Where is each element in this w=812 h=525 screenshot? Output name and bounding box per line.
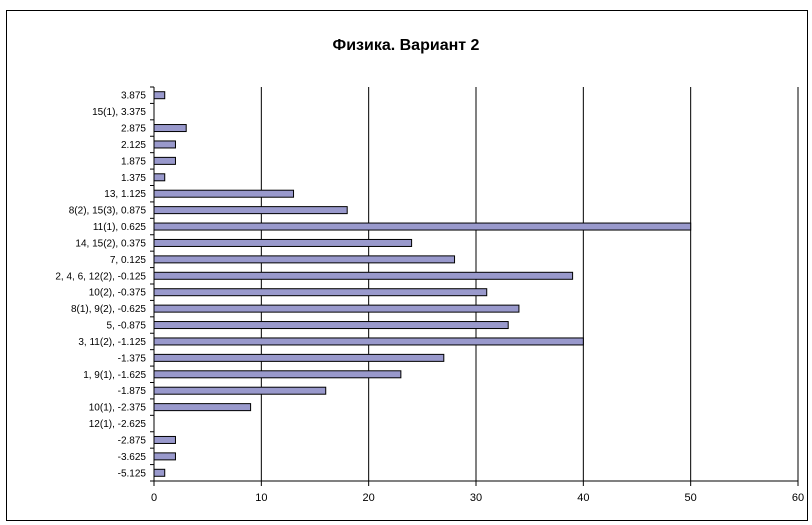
category-label: 1.375 bbox=[121, 173, 146, 184]
bar bbox=[153, 468, 166, 477]
category-label: 1.875 bbox=[121, 156, 146, 167]
category-label: 15(1), 3.375 bbox=[92, 107, 146, 118]
category-label: 10(1), -2.375 bbox=[89, 403, 147, 414]
bar bbox=[153, 386, 327, 395]
category-label: 2.125 bbox=[121, 140, 146, 151]
bar bbox=[153, 156, 176, 165]
category-label: 8(1), 9(2), -0.625 bbox=[71, 304, 146, 315]
x-tick-label: 40 bbox=[577, 492, 589, 504]
category-label: 2.875 bbox=[121, 124, 146, 135]
category-label: 3, 11(2), -1.125 bbox=[78, 337, 146, 348]
chart-title: Физика. Вариант 2 bbox=[332, 37, 480, 54]
category-label: 14, 15(2), 0.375 bbox=[75, 238, 146, 249]
category-label: -2.875 bbox=[118, 435, 147, 446]
bar bbox=[153, 206, 348, 215]
bar bbox=[153, 370, 402, 379]
bar bbox=[153, 189, 295, 198]
x-tick-label: 10 bbox=[255, 492, 267, 504]
category-label: -1.875 bbox=[118, 386, 147, 397]
x-tick-label: 50 bbox=[685, 492, 697, 504]
bar bbox=[153, 403, 252, 412]
category-label: 5, -0.875 bbox=[107, 321, 147, 332]
bar bbox=[153, 353, 445, 362]
category-label: 8(2), 15(3), 0.875 bbox=[69, 206, 147, 217]
bar bbox=[153, 255, 456, 264]
axes bbox=[150, 86, 799, 486]
x-tick-labels: 0 10 20 30 40 50 60 bbox=[151, 492, 804, 504]
bar bbox=[153, 288, 488, 297]
category-label: 3.875 bbox=[121, 91, 146, 102]
category-label: -3.625 bbox=[118, 452, 147, 463]
x-tick-label: 0 bbox=[151, 492, 157, 504]
bar bbox=[153, 304, 520, 313]
chart-area bbox=[6, 10, 808, 521]
bar bbox=[153, 321, 509, 330]
category-label: 7, 0.125 bbox=[110, 255, 147, 266]
bar bbox=[153, 452, 176, 461]
category-label: 2, 4, 6, 12(2), -0.125 bbox=[55, 271, 146, 282]
category-label: 10(2), -0.375 bbox=[89, 288, 147, 299]
bar bbox=[153, 124, 187, 133]
x-tick-label: 20 bbox=[363, 492, 375, 504]
bar bbox=[153, 238, 413, 247]
bar bbox=[153, 91, 166, 100]
bar bbox=[153, 337, 584, 346]
category-label: 12(1), -2.625 bbox=[89, 419, 147, 430]
category-label: -5.125 bbox=[118, 468, 147, 479]
bar bbox=[153, 140, 176, 149]
category-labels: 3.875 15(1), 3.375 2.875 2.125 1.875 1.375 13,… bbox=[55, 91, 146, 480]
bar bbox=[153, 222, 692, 231]
gridlines bbox=[260, 87, 799, 481]
bar bbox=[153, 435, 176, 444]
x-tick-label: 60 bbox=[792, 492, 804, 504]
category-label: 1, 9(1), -1.625 bbox=[83, 370, 146, 381]
category-label: 11(1), 0.625 bbox=[93, 222, 147, 233]
x-tick-label: 30 bbox=[470, 492, 482, 504]
category-label: 13, 1.125 bbox=[104, 189, 146, 200]
bar bbox=[153, 271, 574, 280]
category-label: -1.375 bbox=[118, 353, 147, 364]
bar bbox=[153, 173, 166, 182]
bars bbox=[153, 91, 692, 477]
